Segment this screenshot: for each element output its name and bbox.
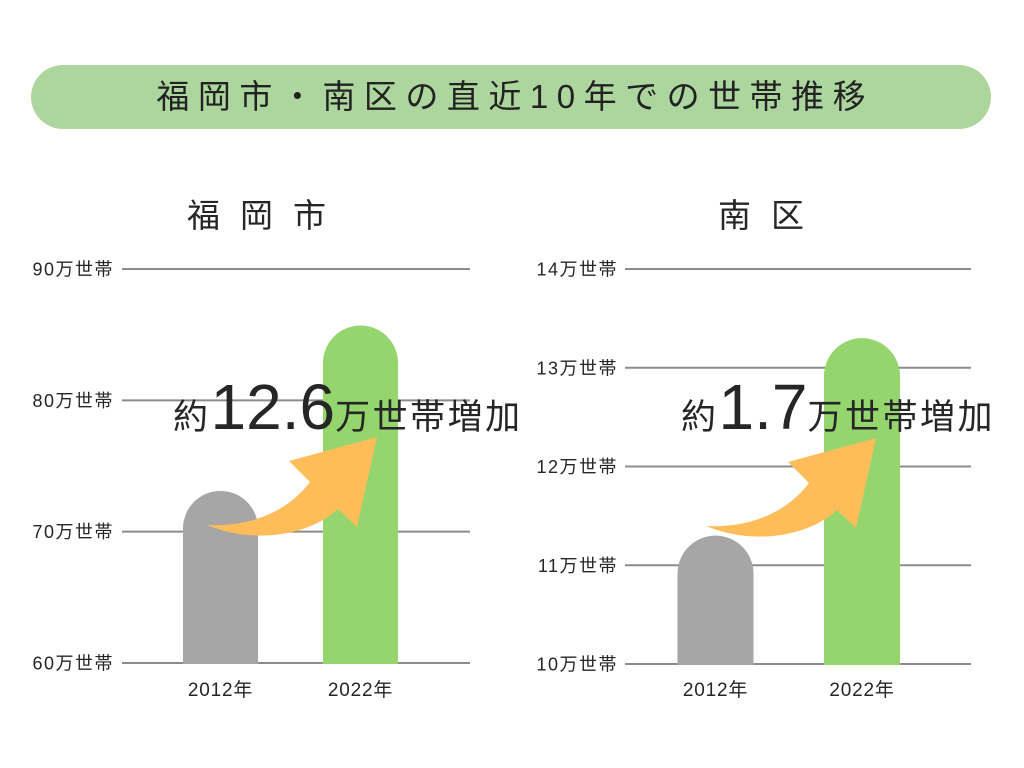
increase-arrow-icon <box>706 438 876 537</box>
y-tick-label: 80万世帯 <box>32 391 114 411</box>
annotation-value: 1.7 <box>719 371 808 443</box>
x-tick-label: 2012年 <box>188 679 253 701</box>
axis-labels: 10万世帯 11万世帯 12万世帯 13万世帯 14万世帯 2012年 2022年 <box>536 260 894 702</box>
x-tick-label: 2022年 <box>328 679 393 701</box>
x-tick-label: 2012年 <box>683 679 748 701</box>
increase-annotation: 約12.6万世帯増加 <box>173 371 523 443</box>
bars <box>677 338 900 665</box>
bar-2022 <box>824 338 900 665</box>
chart-title: 福岡市 <box>187 197 346 234</box>
bar-2012 <box>183 490 258 664</box>
y-tick-label: 70万世帯 <box>32 522 114 542</box>
bar-2012 <box>677 535 754 665</box>
annotation-prefix: 約 <box>173 398 211 437</box>
chart-fukuoka: 約12.6万世帯増加 60万世帯 70万世帯 80万世帯 90万世帯 2012年 2022… <box>32 197 523 702</box>
page-title: 福岡市・南区の直近10年での世帯推移 <box>156 78 875 115</box>
y-tick-label: 90万世帯 <box>32 260 114 280</box>
chart-title: 南区 <box>718 197 824 234</box>
y-tick-label: 11万世帯 <box>538 556 618 576</box>
y-tick-label: 13万世帯 <box>536 358 618 378</box>
annotation-prefix: 約 <box>681 398 719 437</box>
y-tick-label: 12万世帯 <box>536 457 618 477</box>
axis-labels: 60万世帯 70万世帯 80万世帯 90万世帯 2012年 2022年 <box>32 260 393 702</box>
chart-minami-ku: 約1.7万世帯増加 10万世帯 11万世帯 12万世帯 13万世帯 14万世帯 2012年… <box>536 197 995 702</box>
annotation-suffix: 万世帯増加 <box>807 398 995 437</box>
annotation-suffix: 万世帯増加 <box>335 398 523 437</box>
x-tick-label: 2022年 <box>829 679 894 701</box>
title-banner: 福岡市・南区の直近10年での世帯推移 <box>31 65 991 129</box>
increase-arrow-icon <box>207 437 377 536</box>
increase-annotation: 約1.7万世帯増加 <box>681 371 995 443</box>
annotation-value: 12.6 <box>211 371 336 443</box>
gridlines <box>122 268 470 664</box>
y-tick-label: 10万世帯 <box>536 655 618 675</box>
y-tick-label: 14万世帯 <box>536 260 618 280</box>
y-tick-label: 60万世帯 <box>32 654 114 674</box>
